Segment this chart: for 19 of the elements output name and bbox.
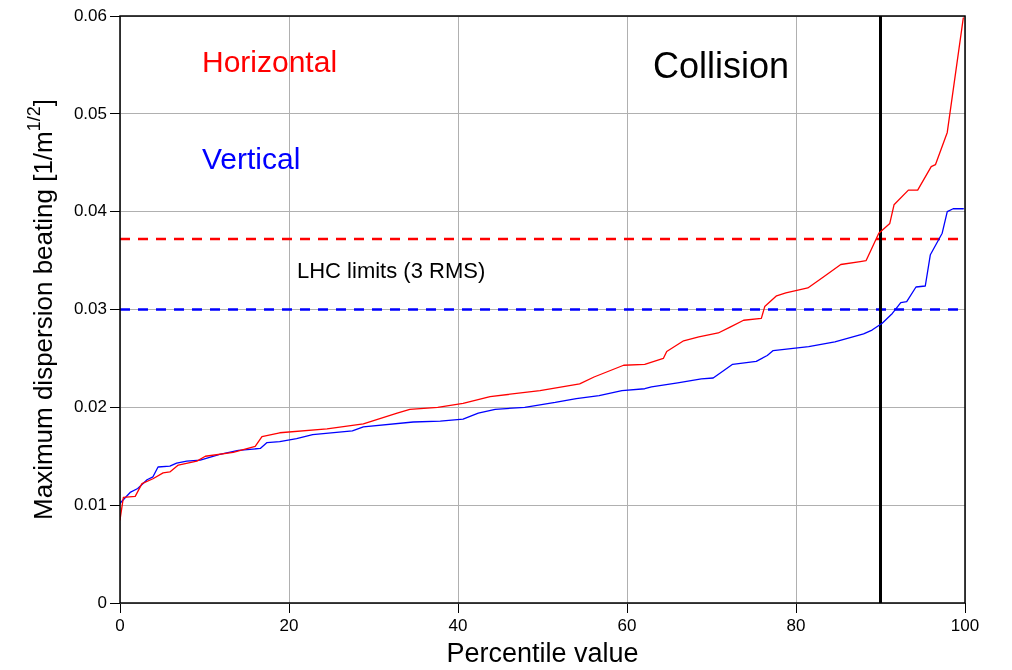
x-tick-label: 40 — [448, 615, 468, 635]
annotation: LHC limits (3 RMS) — [297, 258, 486, 284]
x-tick-label: 100 — [950, 615, 980, 635]
x-tick-label: 0 — [115, 615, 125, 635]
y-tick-label: 0 — [97, 592, 107, 612]
text: Vertical — [202, 142, 301, 176]
annotation: Collision — [653, 44, 790, 86]
y-axis-title: Maximum dispersion beating [1/m1/2] — [23, 99, 59, 520]
x-axis-title: Percentile value — [446, 638, 639, 669]
x-tick-label: 20 — [279, 615, 299, 635]
x-tick-label: 80 — [786, 615, 806, 635]
y-tick-label: 0.02 — [73, 397, 107, 417]
y-tick-label: 0.05 — [73, 103, 107, 123]
x-tick-label: 60 — [617, 615, 637, 635]
y-tick-label: 0.06 — [73, 5, 107, 25]
y-tick-label: 0.03 — [73, 299, 107, 319]
y-tick-label: 0.04 — [73, 201, 107, 221]
y-tick-label: 0.01 — [73, 494, 107, 514]
text: Horizontal — [202, 45, 338, 79]
